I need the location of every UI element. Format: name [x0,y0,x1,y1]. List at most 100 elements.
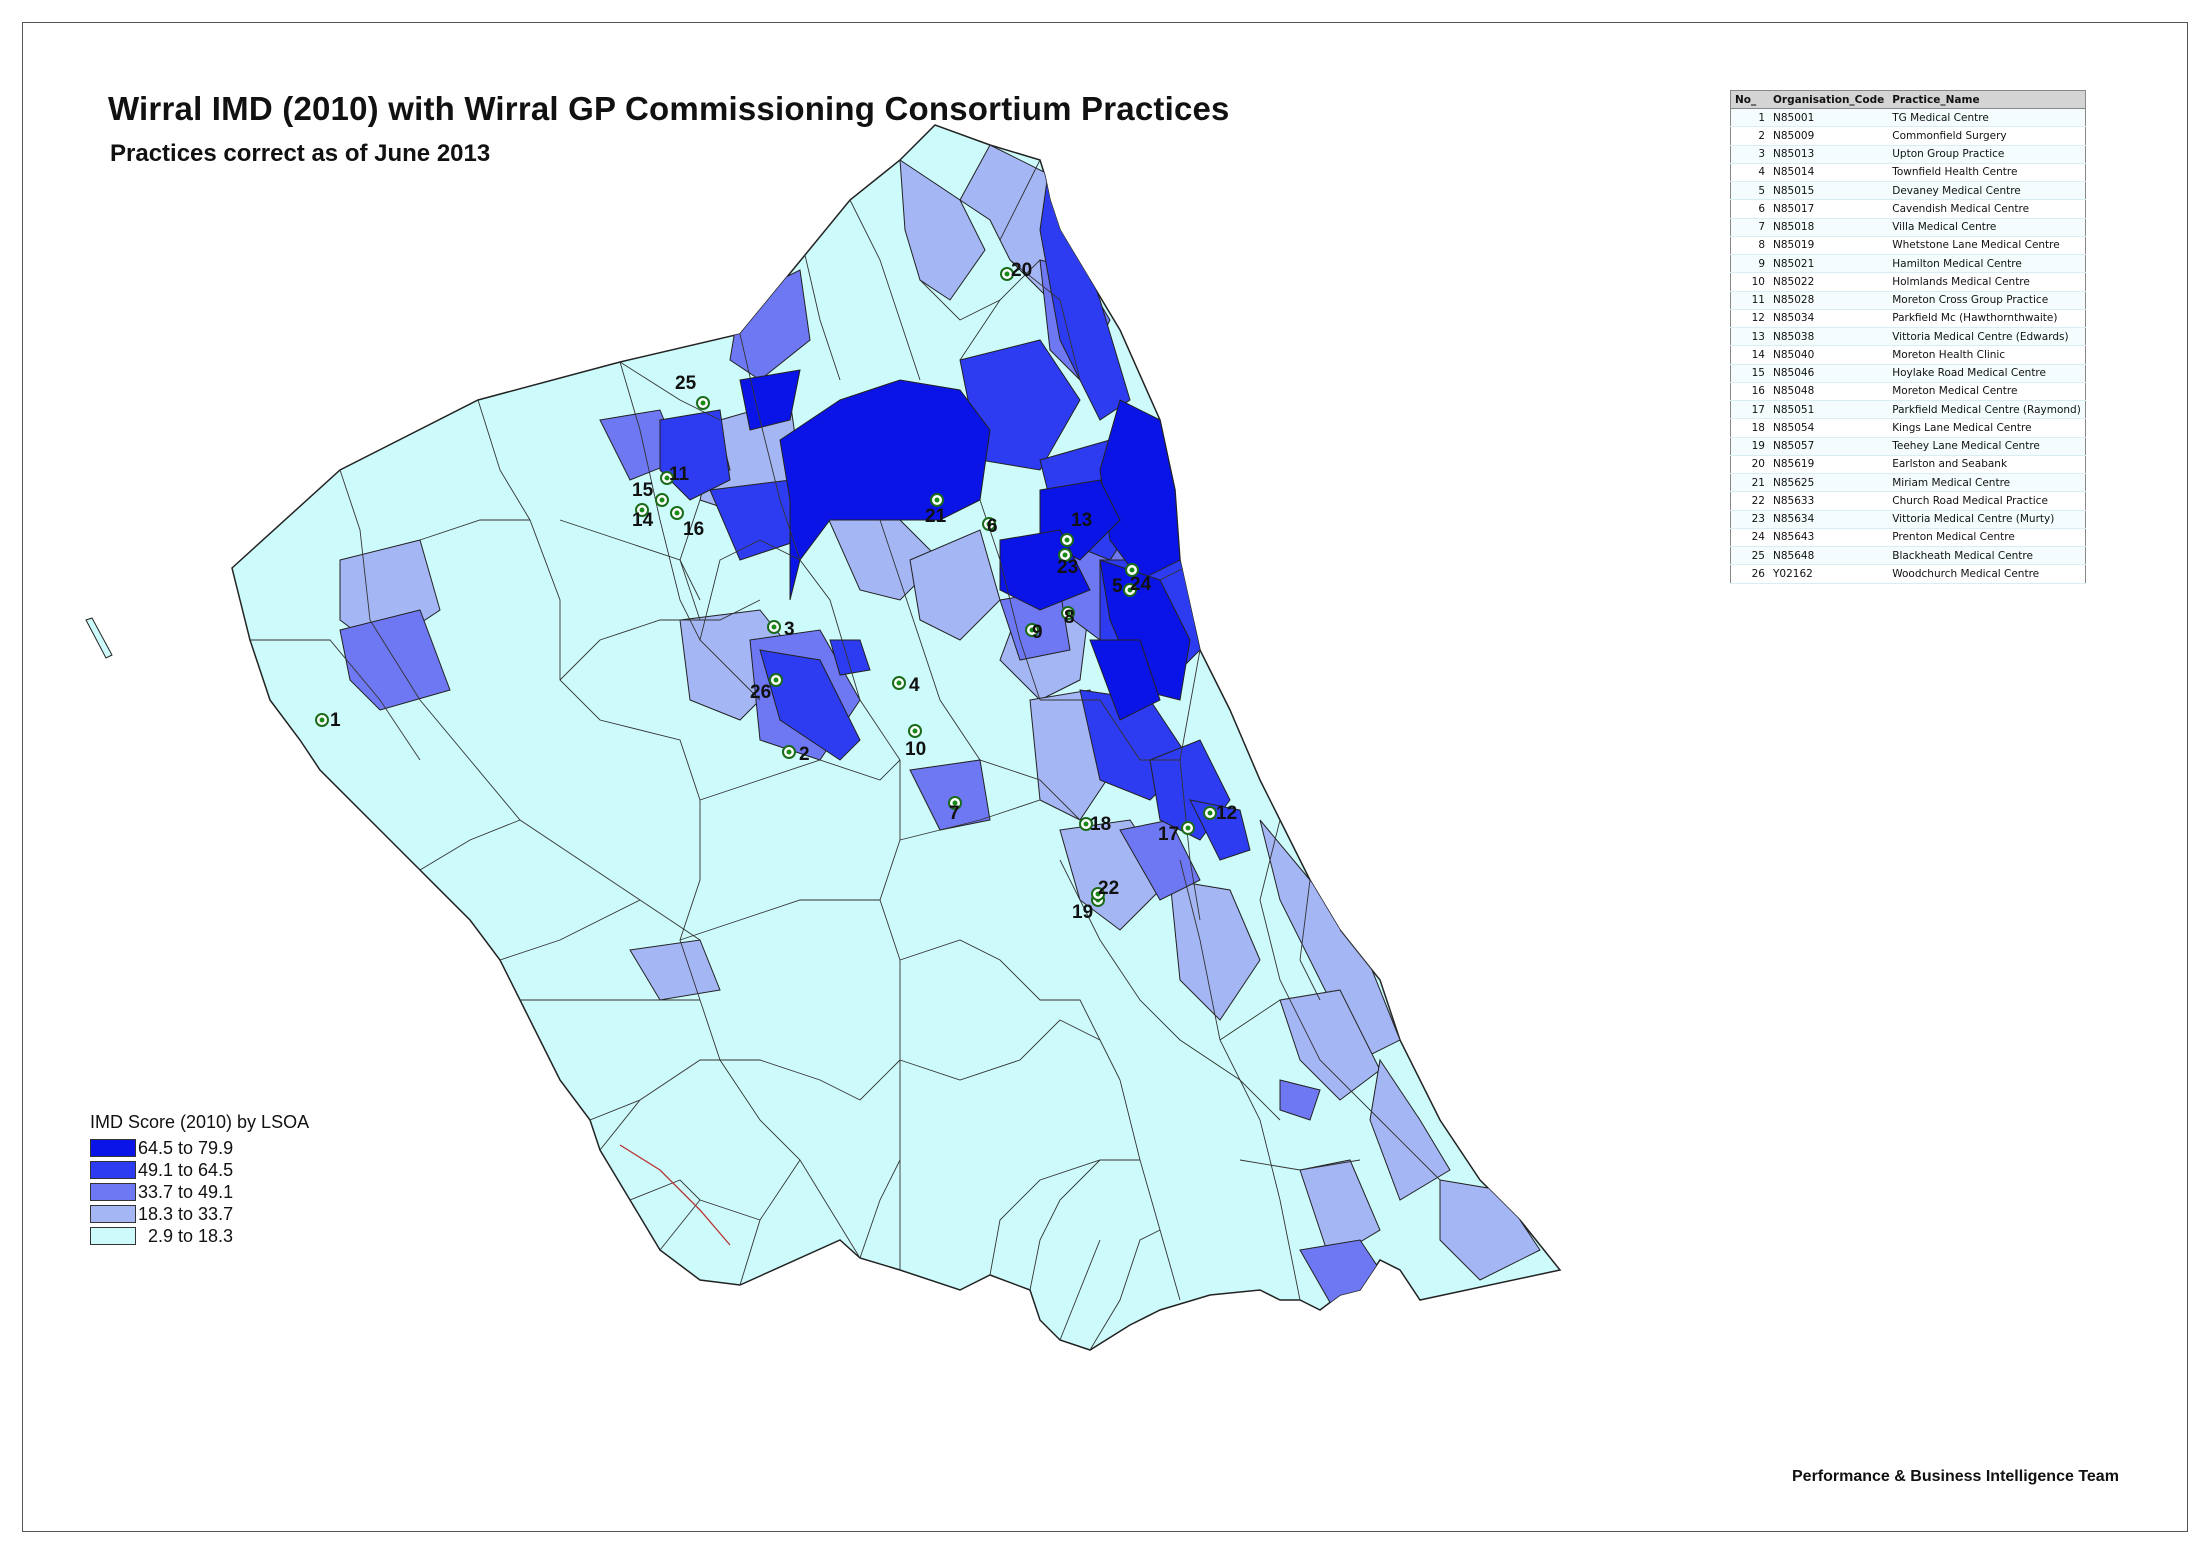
header-name: Practice_Name [1888,90,2086,109]
cell-no: 4 [1730,163,1769,183]
cell-no: 10 [1730,272,1769,292]
cell-no: 9 [1730,254,1769,274]
practice-marker-label: 3 [784,619,795,640]
legend-title: IMD Score (2010) by LSOA [90,1112,310,1132]
cell-code: N85048 [1769,382,1889,402]
practice-marker-label: 25 [675,373,697,394]
table-row: 21 N85625 Miriam Medical Centre [1730,473,2086,493]
practice-marker-dot [1064,537,1070,543]
cell-name: Hamilton Medical Centre [1888,254,2086,274]
practice-marker-dot [639,507,645,513]
cell-code: N85013 [1769,145,1889,164]
practice-marker[interactable]: 13 [1060,510,1092,547]
practice-marker[interactable]: 15 [632,480,669,507]
practice-marker[interactable]: 18 [1079,814,1111,835]
practice-marker[interactable]: 24 [1123,574,1152,597]
practice-marker-label: 4 [909,675,920,696]
cell-name: Parkfield Mc (Hawthornthwaite) [1888,309,2086,329]
practice-marker[interactable]: 22 [1091,878,1119,901]
practice-marker-dot [896,680,902,686]
legend-swatch [90,1161,136,1179]
practice-marker[interactable]: 1 [315,710,341,731]
cell-no: 20 [1730,455,1769,475]
legend-label: 33.7 to 49.1 [138,1181,234,1202]
cell-code: N85018 [1769,218,1889,237]
practice-marker[interactable]: 4 [892,675,920,696]
practice-marker[interactable]: 14 [632,503,654,531]
practice-marker-label: 26 [750,682,771,703]
practice-marker-label: 14 [632,510,654,531]
cell-code: N85625 [1769,473,1889,493]
practice-marker[interactable]: 25 [675,373,710,410]
practice-marker-dot [1029,627,1035,633]
practice-marker[interactable]: 21 [925,493,947,527]
cell-name: Church Road Medical Practice [1888,491,2086,511]
practice-marker-dot [773,677,779,683]
cell-name: Moreton Cross Group Practice [1888,291,2086,310]
table-row: 15 N85046 Hoylake Road Medical Centre [1730,364,2086,383]
cell-code: N85619 [1769,455,1889,475]
practice-marker[interactable]: 12 [1203,803,1237,824]
cell-name: Townfield Health Centre [1888,163,2086,183]
cell-code: N85634 [1769,510,1889,529]
practice-marker-dot [1207,810,1213,816]
cell-name: Devaney Medical Centre [1888,181,2086,201]
practice-marker[interactable]: 9 [1025,622,1043,643]
cell-name: Holmlands Medical Centre [1888,272,2086,292]
cell-name: Prenton Medical Centre [1888,528,2086,548]
cell-code: N85046 [1769,364,1889,383]
practice-marker[interactable]: 8 [1061,606,1075,628]
table-row: 16 N85048 Moreton Medical Centre [1730,382,2086,402]
cell-code: N85022 [1769,272,1889,292]
practice-marker[interactable]: 20 [1000,260,1032,281]
practice-marker[interactable]: 16 [670,506,704,540]
practice-marker-label: 10 [905,739,926,760]
practice-marker[interactable]: 23 [1057,548,1078,578]
legend-label: 2.9 to 18.3 [138,1225,234,1246]
cell-name: Commonfield Surgery [1888,126,2086,146]
cell-name: Upton Group Practice [1888,145,2086,164]
practice-marker[interactable]: 2 [782,744,810,765]
table-row: 17 N85051 Parkfield Medical Centre (Raymon… [1730,400,2086,420]
map-title: Wirral IMD (2010) with Wirral GP Commiss… [108,90,1230,127]
table-header-row: No_ Organisation_Code Practice_Name [1730,90,2086,109]
practice-marker-label: 5 [1112,576,1123,597]
legend-row: 49.1 to 64.5 [90,1159,309,1181]
practice-marker[interactable]: 7 [948,796,962,824]
practice-marker-label: 19 [1072,902,1093,923]
practice-marker-dot [912,728,918,734]
legend-swatch [90,1227,136,1245]
cell-no: 7 [1730,218,1769,237]
practice-marker-label: 15 [632,480,654,501]
legend-label: 49.1 to 64.5 [138,1159,234,1180]
practice-marker[interactable]: 6 [982,516,998,537]
table-row: 6 N85017 Cavendish Medical Centre [1730,199,2086,219]
practice-marker-label: 7 [949,803,960,824]
practice-marker[interactable]: 5 [1112,563,1139,597]
table-row: 9 N85021 Hamilton Medical Centre [1730,254,2086,274]
table-row: 18 N85054 Kings Lane Medical Centre [1730,418,2086,438]
cell-name: Teehey Lane Medical Centre [1888,437,2086,456]
table-row: 13 N85038 Vittoria Medical Centre (Edwards… [1730,327,2086,347]
practice-marker[interactable]: 11 [660,464,690,485]
practice-marker-label: 20 [1011,260,1032,281]
practice-marker-dot [674,510,680,516]
practice-marker[interactable]: 17 [1158,821,1195,845]
imd-legend: IMD Score (2010) by LSOA 64.5 to 79.9 49… [90,1112,309,1247]
cell-name: Whetstone Lane Medical Centre [1888,236,2086,256]
cell-no: 21 [1730,473,1769,493]
practice-marker-label: 12 [1216,803,1237,824]
cell-no: 18 [1730,418,1769,438]
cell-name: Miriam Medical Centre [1888,473,2086,493]
practice-marker[interactable]: 10 [905,724,926,760]
table-row: 10 N85022 Holmlands Medical Centre [1730,272,2086,292]
header-code: Organisation_Code [1769,90,1889,109]
cell-no: 23 [1730,510,1769,529]
legend-row: 64.5 to 79.9 [90,1137,309,1159]
table-row: 24 N85643 Prenton Medical Centre [1730,528,2086,548]
practice-marker[interactable]: 26 [750,673,783,703]
practice-marker-dot [771,624,777,630]
practice-marker[interactable]: 3 [767,619,795,640]
cell-name: TG Medical Centre [1888,108,2086,128]
